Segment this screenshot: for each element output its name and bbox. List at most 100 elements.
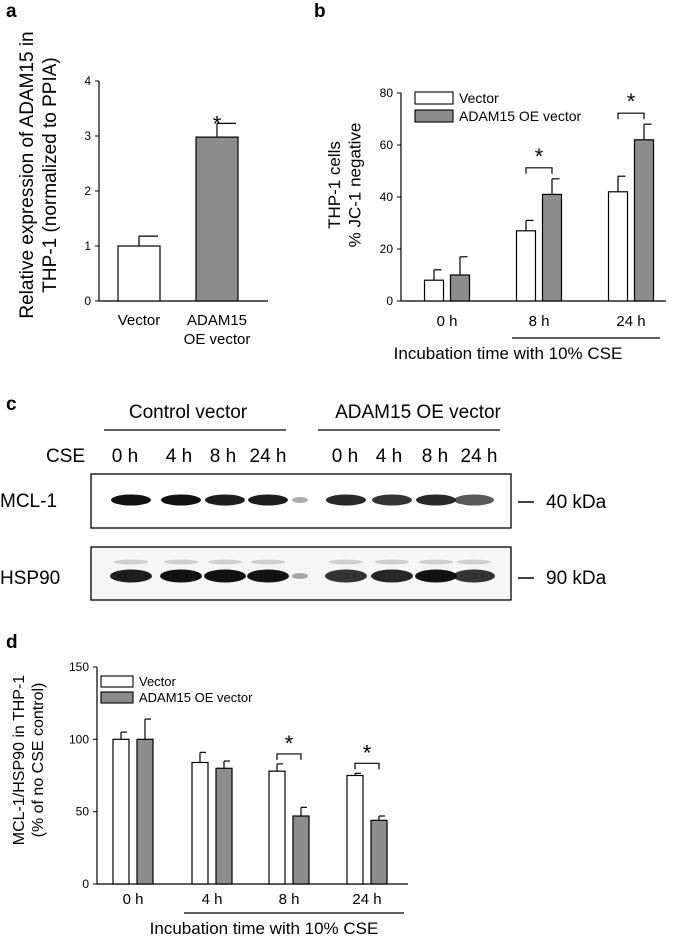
panel-b-bars: ** [423,89,655,302]
blot-timepoints: 0 h 4 h 8 h 24 h 0 h 4 h 8 h 24 h [112,446,498,467]
panel-b-ylabel-text: THP-1 cells% JC-1 negative [325,123,364,248]
panel-d-ylabel-text: MCL-1/HSP90 in THP-1 (% of no CSE control… [11,675,47,846]
blot-timepoint-label: 4 h [166,446,192,467]
panel-b-chart: b THP-1 cells% JC-1 negative 0 20 40 60 80 *… [314,1,666,363]
blot-band-hsp90 [415,569,457,583]
blot-band-hsp90-faint [164,559,198,565]
blot-band-hsp90-faint [329,559,363,565]
blot-band-mcl1 [372,494,412,506]
blot-timepoint-label: 24 h [250,446,287,467]
panel-a-ytick-label: 3 [84,129,91,143]
panel-a-ylabel-line: Relative expression of ADAM15 in [17,31,38,318]
panel-b-significance-star: * [627,89,636,114]
blot-timepoint-label: 0 h [112,446,138,467]
blot-band-hsp90-faint [114,559,148,565]
panel-b-categories: 0 h 8 h 24 h [437,313,660,339]
blot-band-mcl1 [416,494,456,506]
panel-d-legend-label: Vector [139,674,177,689]
panel-letter-c: c [6,394,17,415]
panel-a-significance-star: * [213,111,222,136]
panel-d-ylabel-line: (% of no CSE control) [30,683,47,838]
panel-c-blot: c Control vector ADAM15 OE vector CSE 0 … [0,394,607,601]
blot-band-hsp90-faint [251,559,285,565]
blot-group-control: Control vector [129,402,248,423]
panel-a-ylabel: Relative expression of ADAM15 inTHP-1 (n… [17,31,61,318]
panel-d-oe-bar [370,819,388,885]
panel-b-oe-bar [541,193,563,302]
blot-timepoint-label: 4 h [376,446,402,467]
panel-d-vector-bar [112,738,130,885]
panel-d-significance-bracket [354,762,380,770]
blot-band-mcl1 [161,494,201,506]
panel-d-significance-star: * [363,740,372,765]
blot-band-hsp90 [453,569,495,583]
panel-d-bars: * * [112,718,388,885]
panel-d-oe-bar [215,767,233,885]
panel-a-category-label: Vector [118,312,161,329]
panel-d-ylabel-line: MCL-1/HSP90 in THP-1 [11,675,28,846]
panel-b-oe-bar [449,274,471,302]
blot-band-mcl1 [111,494,151,506]
blot-band-hsp90 [110,569,152,583]
panel-b-significance-bracket [525,167,553,174]
panel-b-ylabel-line: % JC-1 negative [345,123,364,248]
blot-bands-mcl1 [111,494,494,506]
blot-band-hsp90-faint [419,559,453,565]
panel-b-ytick-label: 40 [380,190,394,204]
blot-band-hsp90 [247,569,289,583]
blot-protein-hsp90: HSP90 [0,568,60,589]
blot-band-mcl1 [205,494,245,506]
panel-b-legend-label: ADAM15 OE vector [459,108,581,124]
panel-b-legend-swatch [414,109,454,123]
panel-d-ytick-label: 50 [76,805,90,819]
panel-d-vector-bar [346,774,364,885]
blot-timepoint-label: 24 h [461,446,498,467]
panel-b-category-label: 24 h [616,313,645,330]
panel-d-ytick-label: 100 [69,732,89,746]
panel-b-ylabel-line: THP-1 cells [325,141,344,229]
panel-letter-d: d [6,632,18,653]
blot-bands-hsp90 [110,559,495,583]
panel-a-vector-bar [117,245,161,302]
panel-a-ytick-label: 0 [84,294,91,308]
panel-d-significance-bracket [276,753,302,760]
panel-d-xlabel: Incubation time with 10% CSE [150,919,379,938]
panel-d-oe-bar [292,815,310,885]
panel-b-legend-swatch [414,91,454,105]
panel-b-ytick-label: 20 [380,242,394,256]
panel-d-category-label: 4 h [202,891,223,908]
blot-protein-mcl1: MCL-1 [0,491,57,512]
blot-band-mcl1 [454,494,494,506]
blot-cse-label: CSE [46,446,85,467]
panel-d-chart: d MCL-1/HSP90 in THP-1 (% of no CSE contr… [6,632,408,938]
panel-b-vector-bar [423,279,445,302]
panel-a-category-label: ADAM15 [187,312,247,329]
panel-a-category-label: OE vector [184,331,251,348]
panel-a-ytick-label: 2 [84,184,91,198]
blot-marker-90kda: 90 kDa [546,568,607,589]
blot-group-oe: ADAM15 OE vector [335,402,501,423]
panel-a-chart: a Relative expression of ADAM15 inTHP-1 … [6,1,268,348]
panel-a-ylabel-line: THP-1 (normalized to PPIA) [40,57,61,292]
blot-band-mcl1 [292,497,308,503]
blot-marker-40kda: 40 kDa [546,492,607,513]
panel-d-legend-swatch [100,691,134,704]
panel-a-ytick-label: 4 [84,74,91,88]
blot-timepoint-label: 8 h [422,446,448,467]
blot-band-mcl1 [248,494,288,506]
blot-timepoint-label: 0 h [332,446,358,467]
blot-band-hsp90-faint [457,559,491,565]
panel-b-legend-label: Vector [459,90,499,106]
panel-d-oe-bar [136,738,154,885]
panel-d-ytick-label: 0 [82,877,89,891]
panel-b-xlabel: Incubation time with 10% CSE [394,344,623,363]
panel-letter-a: a [6,1,17,22]
blot-timepoint-label: 8 h [210,446,236,467]
blot-band-hsp90 [371,569,413,583]
panel-b-vector-bar [515,230,537,302]
panel-d-ytick-label: 150 [69,660,89,674]
panel-b-category-label: 8 h [529,313,550,330]
panel-b-ytick-label: 0 [386,294,393,308]
panel-b-oe-bar [633,139,655,302]
